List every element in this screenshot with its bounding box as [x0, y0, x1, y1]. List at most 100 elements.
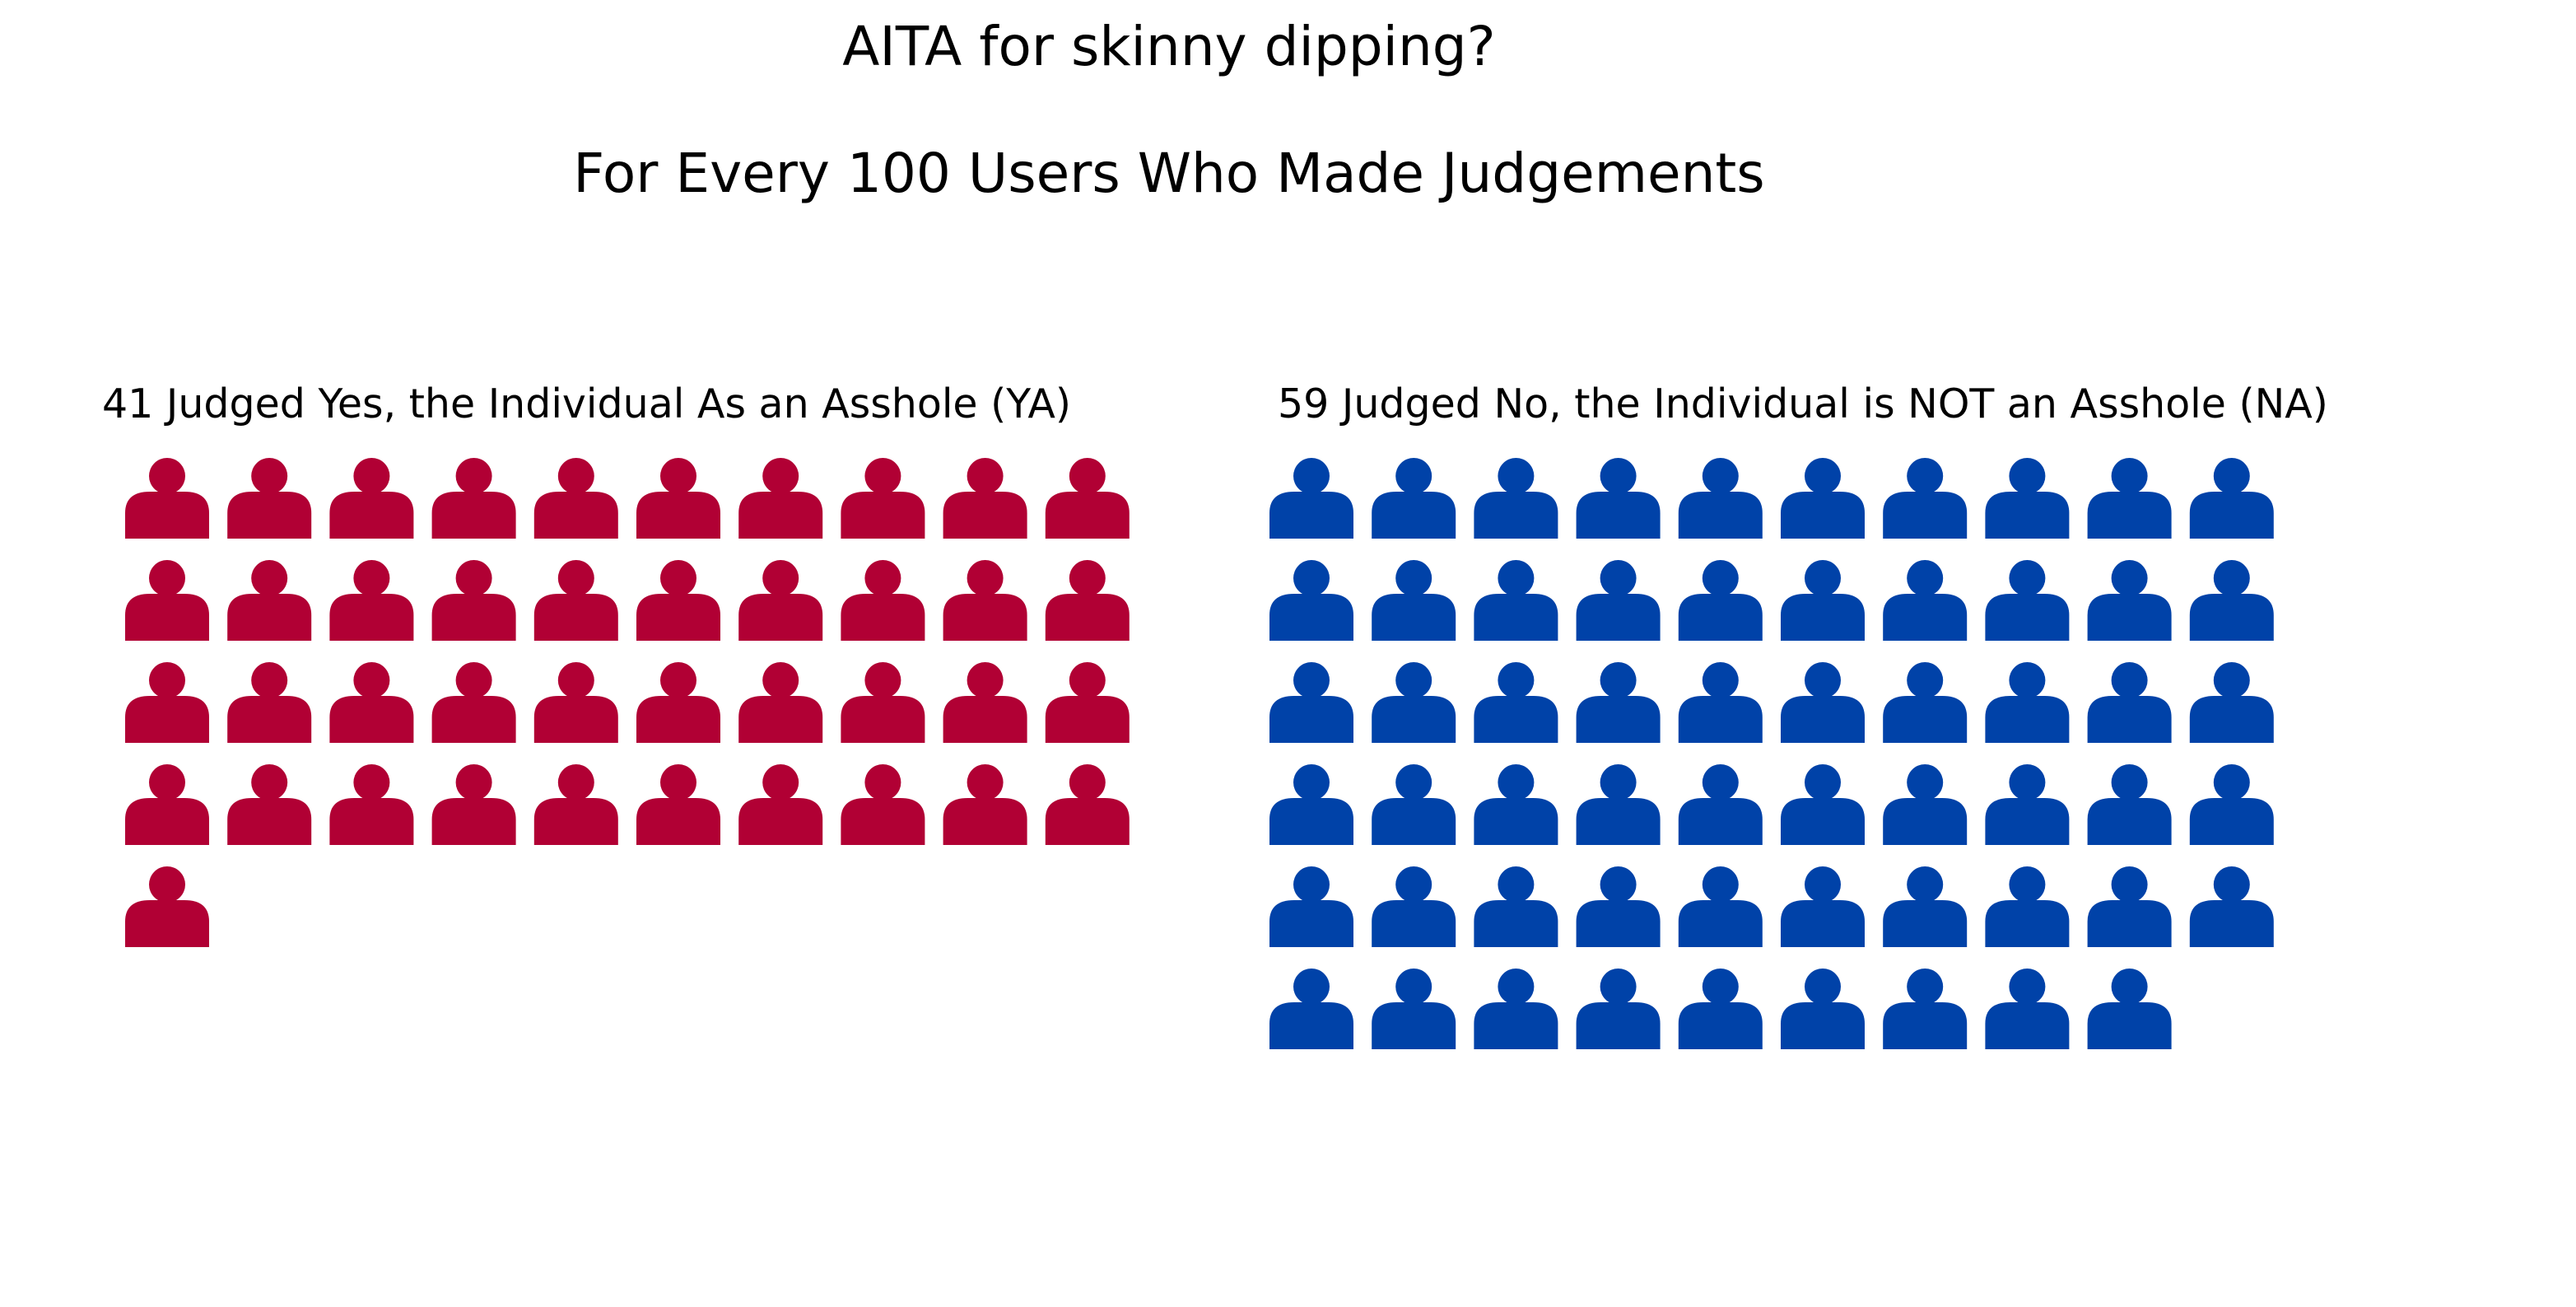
- person-icon: [738, 764, 823, 845]
- person-icon: [1678, 662, 1763, 743]
- person-icon: [943, 458, 1027, 539]
- person-icon: [841, 560, 925, 641]
- person-icon: [1985, 969, 2070, 1049]
- person-icon: [841, 458, 925, 539]
- person-icon: [1269, 560, 1353, 641]
- person-icon: [1985, 764, 2070, 845]
- person-icon: [1372, 764, 1456, 845]
- person-icon: [1678, 458, 1763, 539]
- person-icon: [943, 560, 1027, 641]
- person-icon: [2189, 662, 2274, 743]
- person-icon: [1781, 866, 1865, 947]
- person-icon: [125, 662, 209, 743]
- panel-title-ya: 41 Judged Yes, the Individual As an Assh…: [102, 380, 1072, 427]
- person-icon: [738, 662, 823, 743]
- person-icon: [1372, 560, 1456, 641]
- person-icon: [1269, 969, 1353, 1049]
- person-icon: [636, 560, 720, 641]
- person-icon: [1781, 458, 1865, 539]
- person-icon: [1474, 969, 1558, 1049]
- person-icon: [1678, 969, 1763, 1049]
- person-icon: [841, 764, 925, 845]
- person-icon: [1576, 560, 1661, 641]
- person-icon: [125, 560, 209, 641]
- person-icon: [1678, 764, 1763, 845]
- person-icon: [1883, 560, 1968, 641]
- person-icon: [1576, 458, 1661, 539]
- person-icon: [1576, 764, 1661, 845]
- person-icon: [533, 764, 618, 845]
- person-icon: [227, 458, 312, 539]
- person-icon: [1781, 969, 1865, 1049]
- person-icon: [533, 560, 618, 641]
- person-icon: [2189, 458, 2274, 539]
- person-icon: [636, 662, 720, 743]
- person-icon: [329, 764, 414, 845]
- person-icon: [1474, 662, 1558, 743]
- person-icon: [1985, 662, 2070, 743]
- person-icon: [2087, 969, 2172, 1049]
- person-icon: [1576, 866, 1661, 947]
- person-icon: [1781, 764, 1865, 845]
- person-icon: [841, 662, 925, 743]
- person-icon: [125, 458, 209, 539]
- person-icon: [738, 560, 823, 641]
- person-icon: [1576, 662, 1661, 743]
- person-icon: [533, 458, 618, 539]
- chart-title: AITA for skinny dipping?: [842, 15, 1496, 78]
- person-icon: [431, 560, 516, 641]
- chart-subtitle: For Every 100 Users Who Made Judgements: [573, 142, 1765, 205]
- person-icon: [1269, 764, 1353, 845]
- person-icon: [431, 764, 516, 845]
- person-icon: [1045, 662, 1130, 743]
- panel-title-na: 59 Judged No, the Individual is NOT an A…: [1278, 380, 2328, 427]
- person-icon: [1678, 866, 1763, 947]
- person-icon: [1372, 662, 1456, 743]
- person-icon: [1985, 458, 2070, 539]
- person-icon: [125, 866, 209, 947]
- person-icon: [2189, 764, 2274, 845]
- person-icon: [2087, 662, 2172, 743]
- person-icon: [1985, 560, 2070, 641]
- person-icon: [2087, 458, 2172, 539]
- person-icon: [943, 662, 1027, 743]
- person-icon: [1269, 662, 1353, 743]
- person-icon: [1678, 560, 1763, 641]
- person-icon: [1474, 560, 1558, 641]
- person-icon: [431, 662, 516, 743]
- person-icon: [2189, 866, 2274, 947]
- person-icon: [329, 458, 414, 539]
- person-icon: [636, 458, 720, 539]
- person-icon: [1372, 866, 1456, 947]
- person-icon: [329, 560, 414, 641]
- person-icon: [636, 764, 720, 845]
- person-icon: [227, 560, 312, 641]
- person-icon: [1045, 560, 1130, 641]
- person-icon: [227, 662, 312, 743]
- person-icon: [2087, 560, 2172, 641]
- person-icon: [2087, 764, 2172, 845]
- person-icon: [227, 764, 312, 845]
- person-icon: [1474, 764, 1558, 845]
- person-icon: [1883, 764, 1968, 845]
- person-icon: [1372, 969, 1456, 1049]
- person-icon: [1781, 560, 1865, 641]
- person-icon: [1269, 866, 1353, 947]
- person-icon: [2087, 866, 2172, 947]
- person-icon: [1045, 764, 1130, 845]
- person-icon: [1269, 458, 1353, 539]
- person-icon: [2189, 560, 2274, 641]
- person-icon: [431, 458, 516, 539]
- person-icon: [329, 662, 414, 743]
- person-icon: [1474, 458, 1558, 539]
- person-icon: [943, 764, 1027, 845]
- person-icon: [1883, 969, 1968, 1049]
- person-icon: [1781, 662, 1865, 743]
- person-icon: [125, 764, 209, 845]
- person-icon: [1883, 866, 1968, 947]
- person-icon: [1883, 662, 1968, 743]
- person-icon: [533, 662, 618, 743]
